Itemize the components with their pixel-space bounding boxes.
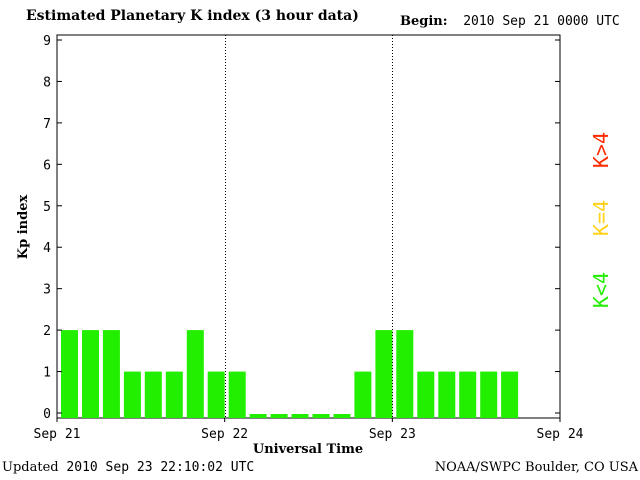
bar xyxy=(291,414,309,418)
y-tick-label: 6 xyxy=(43,158,51,173)
bar xyxy=(438,371,456,418)
bar xyxy=(417,371,435,418)
bar xyxy=(249,414,267,418)
legend-high: K>4 xyxy=(589,132,613,168)
updated-timestamp: Updated 2010 Sep 23 22:10:02 UTC xyxy=(2,460,254,475)
y-tick-label: 7 xyxy=(43,117,51,132)
x-tick-label: Sep 21 xyxy=(34,427,81,442)
bar xyxy=(375,330,393,418)
bar xyxy=(228,371,246,418)
chart-title: Estimated Planetary K index (3 hour data… xyxy=(26,8,359,24)
y-tick-label: 0 xyxy=(43,407,51,422)
x-tick-label: Sep 22 xyxy=(201,427,248,442)
bar xyxy=(480,371,498,418)
y-tick-label: 8 xyxy=(43,75,51,90)
y-tick-label: 2 xyxy=(43,324,51,339)
bar xyxy=(207,371,225,418)
bar xyxy=(459,371,477,418)
x-tick-label: Sep 24 xyxy=(537,427,584,442)
bar xyxy=(270,414,288,418)
y-tick-label: 5 xyxy=(43,200,51,215)
x-axis-label: Universal Time xyxy=(253,442,363,457)
y-tick-label: 1 xyxy=(43,366,51,381)
y-tick-label: 9 xyxy=(43,34,51,49)
legend-low: K<4 xyxy=(589,272,613,308)
begin-timestamp: Begin: 2010 Sep 21 0000 UTC xyxy=(400,14,620,29)
y-tick-label: 3 xyxy=(43,283,51,298)
y-axis: 0 1 2 3 4 5 6 7 8 9 xyxy=(43,34,560,422)
y-tick-label: 4 xyxy=(43,241,51,256)
legend-mid: K=4 xyxy=(589,200,613,236)
y-axis-label: Kp index xyxy=(16,195,31,260)
updated-value: 2010 Sep 23 22:10:02 UTC xyxy=(66,460,255,475)
bar xyxy=(165,371,183,418)
bars-group xyxy=(61,330,519,418)
x-axis: Sep 21 Sep 22 Sep 23 Sep 24 xyxy=(34,418,584,442)
bar xyxy=(312,414,330,418)
bar xyxy=(123,371,141,418)
legend: K>4 K=4 K<4 xyxy=(589,132,613,308)
bar xyxy=(354,371,372,418)
plot-frame xyxy=(56,34,561,419)
credit-line: NOAA/SWPC Boulder, CO USA xyxy=(434,460,638,475)
bar xyxy=(396,330,414,418)
x-tick-label: Sep 23 xyxy=(369,427,416,442)
bar xyxy=(102,330,120,418)
begin-value: 2010 Sep 21 0000 UTC xyxy=(463,14,620,29)
bar xyxy=(82,330,99,418)
bar xyxy=(501,371,519,418)
bar xyxy=(61,330,78,418)
bar xyxy=(144,371,162,418)
bar xyxy=(333,414,351,418)
day-separators xyxy=(225,35,393,418)
bar xyxy=(186,330,204,418)
updated-label: Updated xyxy=(2,460,59,475)
begin-label: Begin: xyxy=(400,14,448,29)
